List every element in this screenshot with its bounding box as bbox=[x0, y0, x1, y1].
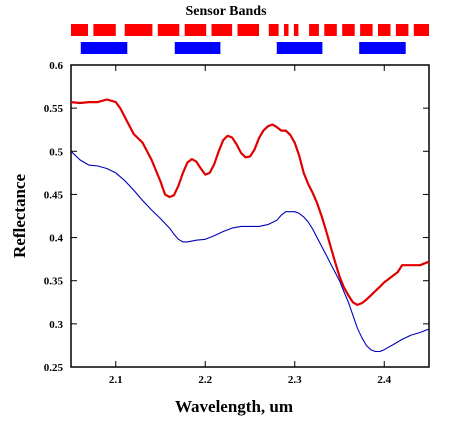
sensor-band-red-7 bbox=[268, 24, 279, 36]
sensor-band-blue-1 bbox=[174, 42, 221, 54]
sensor-band-red-1 bbox=[93, 24, 116, 36]
series-line-0 bbox=[70, 98, 430, 306]
sensor-band-red-5 bbox=[211, 24, 233, 36]
sensor-band-blue-0 bbox=[80, 42, 128, 54]
y-tick-label-2: 0.35 bbox=[44, 276, 64, 288]
y-tick-label-3: 0.4 bbox=[49, 233, 63, 245]
plot-frame bbox=[70, 64, 430, 368]
sensor-band-red-13 bbox=[360, 24, 373, 36]
sensor-band-red-2 bbox=[124, 24, 153, 36]
x-axis-title: Wavelength, um bbox=[175, 397, 293, 416]
series-line-1 bbox=[70, 150, 430, 353]
y-tick-label-4: 0.45 bbox=[44, 189, 64, 201]
series-layer bbox=[70, 98, 430, 353]
sensor-band-blue-2 bbox=[276, 42, 323, 54]
sensor-band-red-4 bbox=[184, 24, 207, 36]
sensor-band-red-6 bbox=[237, 24, 259, 36]
sensor-band-red-16 bbox=[413, 24, 429, 36]
sensor-band-red-10 bbox=[309, 24, 319, 36]
y-tick-label-6: 0.55 bbox=[44, 103, 64, 115]
x-tick-label-3: 2.4 bbox=[377, 374, 391, 386]
sensor-bands-title: Sensor Bands bbox=[185, 4, 267, 19]
x-tick-label-0: 2.1 bbox=[109, 374, 123, 386]
y-tick-label-7: 0.6 bbox=[49, 60, 63, 72]
sensor-band-red-0 bbox=[71, 24, 88, 36]
x-tick-label-2: 2.3 bbox=[288, 374, 302, 386]
sensor-band-red-8 bbox=[284, 24, 289, 36]
y-axis-title: Reflectance bbox=[10, 174, 29, 258]
y-tick-label-1: 0.3 bbox=[49, 319, 63, 331]
sensor-band-red-14 bbox=[378, 24, 391, 36]
ticks-layer: 2.1 2.2 2.3 2.4 0.25 0.3 0.35 0.4 0.45 0.5 0.55 0.6 bbox=[44, 60, 429, 386]
sensor-bands bbox=[71, 24, 429, 54]
y-tick-label-5: 0.5 bbox=[49, 146, 63, 158]
y-tick-label-0: 0.25 bbox=[44, 362, 64, 374]
sensor-band-red-9 bbox=[293, 24, 299, 36]
sensor-band-red-12 bbox=[342, 24, 355, 36]
sensor-band-red-15 bbox=[395, 24, 409, 36]
x-tick-label-1: 2.2 bbox=[198, 374, 212, 386]
sensor-band-red-11 bbox=[324, 24, 337, 36]
sensor-band-red-3 bbox=[157, 24, 180, 36]
sensor-band-blue-3 bbox=[359, 42, 406, 54]
